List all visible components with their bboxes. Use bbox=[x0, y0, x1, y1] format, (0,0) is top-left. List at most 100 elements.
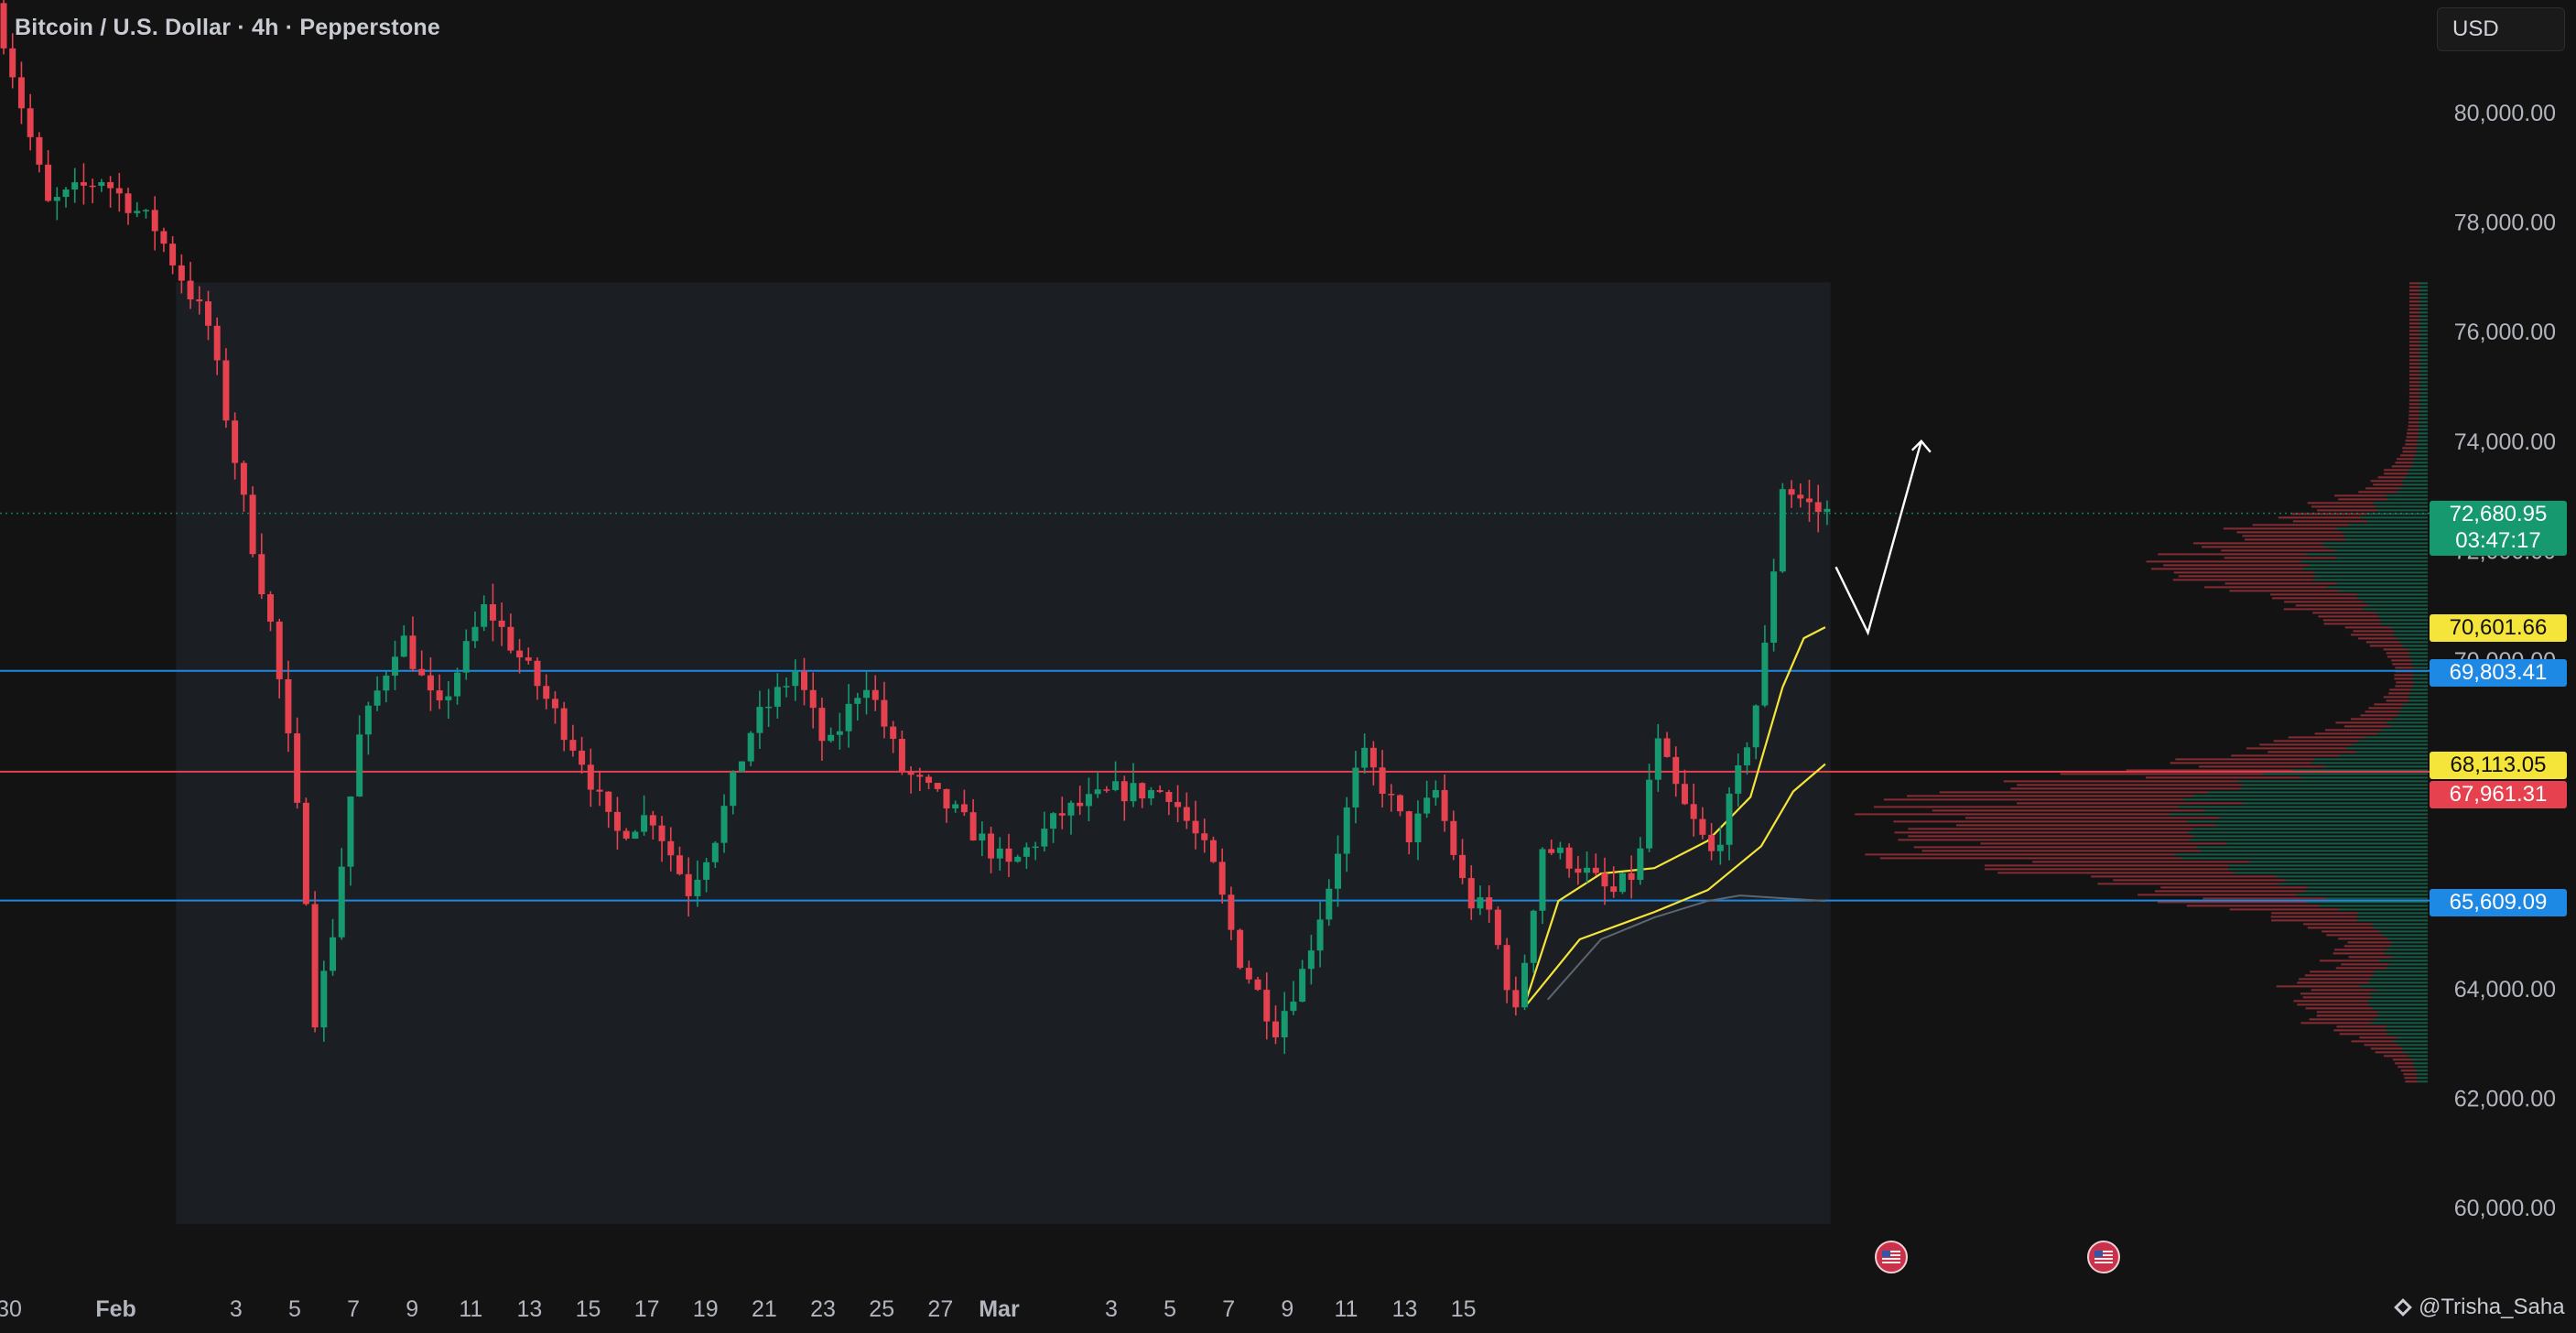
range-box[interactable] bbox=[176, 282, 1831, 1224]
currency-selector-button[interactable]: USD bbox=[2437, 7, 2565, 51]
candle-body[interactable] bbox=[694, 879, 701, 896]
candle-body[interactable] bbox=[1005, 848, 1012, 862]
candle-body[interactable] bbox=[169, 244, 177, 266]
candle-body[interactable] bbox=[1530, 910, 1537, 963]
candle-body[interactable] bbox=[258, 554, 265, 595]
candle-body[interactable] bbox=[534, 660, 541, 687]
candle-body[interactable] bbox=[1254, 979, 1261, 991]
candle-body[interactable] bbox=[294, 733, 301, 803]
candle-body[interactable] bbox=[320, 970, 328, 1028]
candle-body[interactable] bbox=[1156, 790, 1164, 792]
candle-body[interactable] bbox=[115, 188, 123, 194]
candle-body[interactable] bbox=[1245, 968, 1252, 980]
candle-body[interactable] bbox=[596, 789, 603, 792]
candle-body[interactable] bbox=[1130, 783, 1137, 802]
candle-body[interactable] bbox=[1601, 872, 1608, 887]
candle-body[interactable] bbox=[53, 197, 60, 201]
candle-body[interactable] bbox=[925, 776, 933, 784]
candle-body[interactable] bbox=[1779, 489, 1786, 572]
candle-body[interactable] bbox=[1646, 779, 1653, 849]
candle-body[interactable] bbox=[330, 937, 337, 971]
candle-body[interactable] bbox=[1663, 738, 1671, 757]
candle-body[interactable] bbox=[134, 211, 141, 213]
candle-body[interactable] bbox=[632, 831, 639, 840]
candle-body[interactable] bbox=[1103, 789, 1110, 791]
candle-body[interactable] bbox=[1032, 846, 1039, 849]
candle-body[interactable] bbox=[1112, 781, 1120, 790]
candle-body[interactable] bbox=[516, 650, 524, 658]
candle-body[interactable] bbox=[338, 866, 345, 937]
candle-body[interactable] bbox=[383, 675, 390, 691]
candle-body[interactable] bbox=[1584, 867, 1591, 873]
candle-body[interactable] bbox=[507, 626, 514, 651]
candle-body[interactable] bbox=[1628, 872, 1635, 881]
candle-body[interactable] bbox=[213, 325, 221, 361]
candle-body[interactable] bbox=[498, 620, 505, 627]
candle-body[interactable] bbox=[845, 703, 852, 732]
candle-body[interactable] bbox=[267, 594, 274, 623]
candle-body[interactable] bbox=[667, 840, 675, 856]
candle-body[interactable] bbox=[311, 904, 319, 1028]
candle-body[interactable] bbox=[738, 761, 745, 773]
candle-body[interactable] bbox=[1592, 867, 1599, 873]
candle-body[interactable] bbox=[1743, 747, 1750, 765]
candle-body[interactable] bbox=[979, 833, 986, 840]
candle-body[interactable] bbox=[1272, 1021, 1279, 1038]
candle-body[interactable] bbox=[828, 734, 835, 742]
candle-body[interactable] bbox=[818, 708, 826, 742]
candle-body[interactable] bbox=[276, 622, 283, 679]
candle-body[interactable] bbox=[1512, 990, 1520, 1008]
candle-body[interactable] bbox=[1654, 738, 1661, 780]
candle-body[interactable] bbox=[1183, 807, 1190, 821]
candle-body[interactable] bbox=[1565, 847, 1573, 869]
candle-body[interactable] bbox=[1539, 849, 1546, 911]
candle-body[interactable] bbox=[1405, 811, 1412, 843]
candle-body[interactable] bbox=[1165, 791, 1173, 802]
candle-body[interactable] bbox=[427, 675, 434, 691]
candle-body[interactable] bbox=[1726, 793, 1733, 845]
candle-body[interactable] bbox=[756, 707, 763, 733]
candle-body[interactable] bbox=[854, 698, 861, 704]
candle-body[interactable] bbox=[1316, 919, 1324, 951]
candle-body[interactable] bbox=[1343, 807, 1350, 854]
candle-body[interactable] bbox=[1797, 494, 1804, 499]
candle-body[interactable] bbox=[1467, 878, 1475, 909]
candle-body[interactable] bbox=[1094, 789, 1101, 795]
candle-body[interactable] bbox=[783, 686, 790, 688]
candle-body[interactable] bbox=[1681, 784, 1688, 805]
us-flag-event-icon[interactable] bbox=[2087, 1241, 2120, 1273]
candle-body[interactable] bbox=[792, 671, 799, 687]
candle-body[interactable] bbox=[622, 830, 630, 840]
candle-body[interactable] bbox=[285, 678, 292, 734]
candle-body[interactable] bbox=[27, 108, 34, 137]
candle-body[interactable] bbox=[863, 689, 871, 699]
candle-body[interactable] bbox=[960, 804, 968, 813]
candle-body[interactable] bbox=[1209, 840, 1217, 862]
candle-body[interactable] bbox=[1716, 844, 1724, 851]
candle-body[interactable] bbox=[1805, 498, 1813, 503]
projection-arrow[interactable] bbox=[1835, 440, 1922, 636]
candle-body[interactable] bbox=[1699, 818, 1706, 835]
candle-body[interactable] bbox=[36, 136, 43, 165]
candle-body[interactable] bbox=[747, 732, 754, 762]
candle-body[interactable] bbox=[462, 641, 470, 673]
candle-body[interactable] bbox=[1237, 929, 1244, 969]
candle-body[interactable] bbox=[89, 185, 96, 188]
candle-body[interactable] bbox=[232, 420, 239, 463]
candle-body[interactable] bbox=[436, 690, 443, 700]
candle-body[interactable] bbox=[569, 740, 577, 751]
candle-body[interactable] bbox=[1228, 894, 1235, 930]
candle-body[interactable] bbox=[418, 668, 426, 676]
candle-body[interactable] bbox=[525, 657, 532, 661]
candle-body[interactable] bbox=[809, 689, 817, 709]
candle-body[interactable] bbox=[1218, 862, 1226, 895]
candle-body[interactable] bbox=[551, 699, 558, 709]
candle-body[interactable] bbox=[45, 164, 52, 201]
candle-body[interactable] bbox=[1556, 847, 1564, 853]
candle-body[interactable] bbox=[1503, 945, 1510, 991]
candle-body[interactable] bbox=[1708, 834, 1716, 851]
candle-body[interactable] bbox=[1788, 489, 1795, 495]
candle-body[interactable] bbox=[641, 815, 648, 832]
candle-body[interactable] bbox=[1352, 767, 1359, 807]
candle-body[interactable] bbox=[1397, 795, 1404, 812]
